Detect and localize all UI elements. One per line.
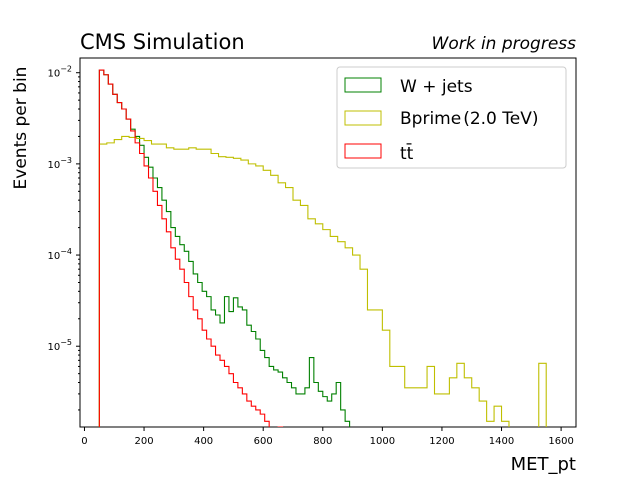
plot-frame <box>79 57 577 428</box>
x-tick-label: 800 <box>313 436 332 447</box>
x-tick-label: 1000 <box>370 436 395 447</box>
series-bprime-line <box>98 135 547 427</box>
x-tick-label: 1200 <box>429 436 454 447</box>
x-tick-label: 1600 <box>548 436 573 447</box>
legend: W + jets Bprime (2.0 TeV) tt̄ <box>336 66 567 169</box>
y-axis-label: Events per bin <box>11 67 31 190</box>
legend-label-bprime-paren: (2.0 TeV) <box>463 109 538 129</box>
x-axis-label: MET_pt <box>511 454 576 475</box>
legend-label-bprime-text: Bprime <box>400 109 461 129</box>
x-tick-label: 0 <box>81 436 87 447</box>
y-tick-label: 10−4 <box>47 247 72 262</box>
chart-subtitle: Work in progress <box>432 34 577 54</box>
legend-swatch-bprime <box>344 110 382 126</box>
legend-label-wjets: W + jets <box>400 77 473 97</box>
series-ttbar-line <box>98 69 284 427</box>
chart-title: CMS Simulation <box>80 30 245 54</box>
x-tick-label: 200 <box>135 436 154 447</box>
y-tick-label: 10−3 <box>47 156 72 171</box>
legend-frame <box>336 66 567 169</box>
y-tick-label: 10−2 <box>47 65 72 80</box>
legend-label-bprime: Bprime (2.0 TeV) <box>400 109 538 129</box>
x-tick-label: 400 <box>194 436 213 447</box>
x-tick-label: 1400 <box>489 436 514 447</box>
legend-swatch-wjets <box>344 77 382 93</box>
y-axis: 10−5 10−4 10−3 10−2 <box>47 65 80 411</box>
x-axis: 0 200 400 600 800 1000 1200 1400 1600 <box>81 427 574 447</box>
series-group <box>98 69 547 427</box>
legend-swatch-ttbar <box>344 143 382 159</box>
y-tick-label: 10−5 <box>47 338 72 353</box>
x-tick-label: 600 <box>254 436 273 447</box>
legend-label-ttbar: tt̄ <box>400 142 414 164</box>
